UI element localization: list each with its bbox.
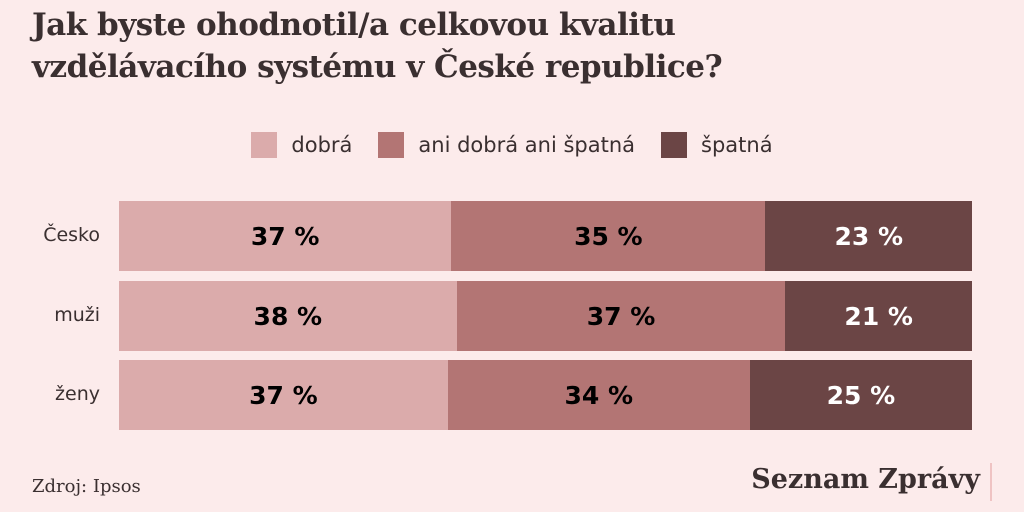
legend-item: ani dobrá ani špatná xyxy=(378,132,635,158)
legend-label: špatná xyxy=(701,133,773,157)
bar-segment: 37 % xyxy=(119,360,448,430)
bar-segment: 34 % xyxy=(447,360,750,430)
row-label: muži xyxy=(54,304,100,326)
bar-segment: 37 % xyxy=(456,281,786,351)
logo: Seznam Zprávy xyxy=(751,464,980,495)
bar-segment: 21 % xyxy=(785,281,972,351)
legend-label: ani dobrá ani špatná xyxy=(418,133,636,157)
row-label: Česko xyxy=(43,224,100,246)
bar-segment: 38 % xyxy=(119,281,457,351)
legend-swatch xyxy=(661,132,688,158)
legend-swatch xyxy=(378,132,405,158)
source-note: Zdroj: Ipsos xyxy=(32,476,141,497)
bar-segment: 35 % xyxy=(451,201,766,271)
bar-segment: 25 % xyxy=(749,360,972,430)
legend-label: dobrá xyxy=(291,133,353,157)
bar-segment: 37 % xyxy=(119,201,452,271)
logo-divider xyxy=(990,463,992,501)
legend-item: špatná xyxy=(661,132,773,158)
legend: dobrá ani dobrá ani špatná špatná xyxy=(0,132,1024,158)
chart-title: Jak byste ohodnotil/a celkovou kvalitu v… xyxy=(32,7,723,85)
bar-segment: 23 % xyxy=(765,201,972,271)
legend-swatch xyxy=(251,132,278,158)
legend-item: dobrá xyxy=(251,132,352,158)
row-label: ženy xyxy=(55,383,100,405)
